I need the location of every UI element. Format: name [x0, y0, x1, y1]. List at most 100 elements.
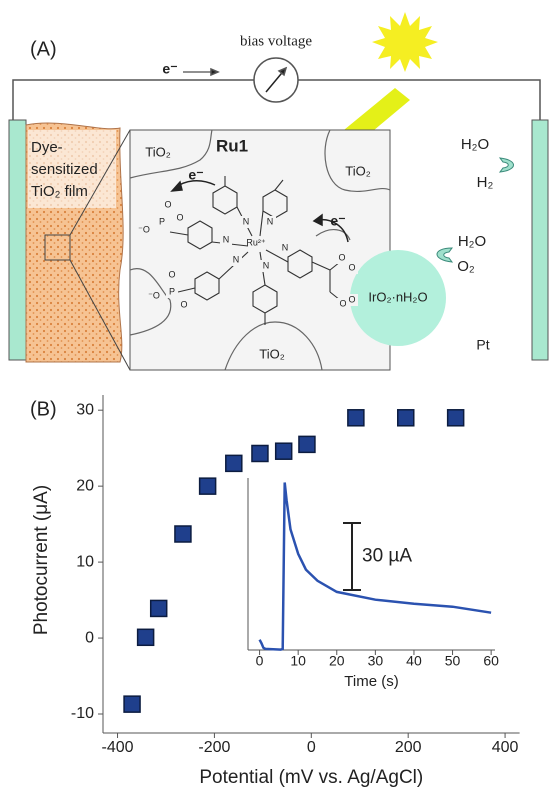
- catalyst-particle: [350, 250, 446, 346]
- atom-bg: [174, 212, 186, 224]
- electrode-label: Pt: [476, 337, 489, 353]
- atom-bg: [336, 252, 348, 264]
- data-point: [298, 435, 316, 454]
- x-tick-label: 50: [445, 653, 461, 669]
- electron-label: e⁻: [330, 213, 345, 229]
- x-tick-label: 10: [290, 653, 306, 669]
- atom-bg: [166, 269, 178, 281]
- reaction-label: H₂: [477, 174, 494, 191]
- x-tick-label: -200: [198, 739, 230, 756]
- atom-bg: [138, 224, 150, 236]
- x-tick-label: -400: [102, 739, 134, 756]
- meter-label: bias voltage: [240, 33, 312, 49]
- atom-bg: [230, 254, 242, 266]
- x-tick-label: 0: [256, 653, 264, 669]
- atom-bg: [346, 294, 358, 306]
- zoom-box: [44, 234, 71, 261]
- zoom-line: [69, 259, 131, 371]
- atom-label: Ru²⁺: [246, 237, 266, 247]
- atom-bg: [264, 216, 276, 228]
- y-tick-label: 10: [76, 553, 94, 570]
- atom-label: N: [233, 254, 240, 264]
- data-point: [149, 599, 168, 618]
- atom-label: O: [176, 212, 183, 222]
- atom-label: O: [164, 199, 171, 209]
- data-point: [198, 477, 217, 495]
- zoom-line: [69, 129, 131, 236]
- atom-label: N: [267, 216, 274, 226]
- oxide-label: TiO₂: [145, 144, 171, 159]
- film-label-bg: [28, 130, 116, 208]
- data-point: [274, 442, 293, 460]
- electron-label: e⁻: [188, 167, 203, 183]
- atom-bg: [156, 216, 168, 228]
- x-tick-label: 60: [483, 653, 499, 669]
- atom-label: O: [348, 294, 355, 304]
- atom-bg: [250, 237, 262, 249]
- anode-electrode: [8, 119, 27, 361]
- film-label: Dye-: [31, 139, 63, 156]
- x-tick-label: 40: [406, 653, 422, 669]
- y-tick-label: 20: [76, 477, 94, 494]
- atom-label: P: [169, 286, 175, 296]
- atom-bg: [178, 299, 190, 311]
- data-point: [174, 525, 192, 543]
- x-tick-label: 200: [395, 739, 422, 756]
- reaction-label: O₂: [457, 258, 475, 275]
- atom-label: O: [168, 269, 175, 279]
- reaction-label: H₂O: [458, 233, 486, 250]
- atom-bg: [260, 260, 272, 272]
- y-tick-label: -10: [71, 705, 94, 722]
- circuit: [12, 57, 541, 120]
- y-tick-label: 0: [85, 629, 94, 646]
- atom-label: N: [243, 216, 250, 226]
- atom-label: O: [180, 299, 187, 309]
- atom-label: N: [263, 260, 270, 270]
- reaction-arrows: [436, 157, 514, 263]
- film-label: sensitized: [31, 161, 98, 178]
- atom-label: N: [282, 242, 289, 252]
- oxide-label: TiO₂: [259, 346, 285, 361]
- atom-bg: [279, 242, 291, 254]
- data-point: [446, 409, 465, 427]
- electron-arrows: [170, 180, 349, 243]
- y-axis-label: Photocurrent (μA): [31, 485, 52, 635]
- x-axis-label: Time (s): [344, 673, 398, 690]
- data-point: [347, 409, 365, 427]
- scale-bar-label: 30 µA: [362, 546, 412, 567]
- dye-name: Ru1: [216, 136, 248, 155]
- x-tick-label: 30: [368, 653, 384, 669]
- atom-bg: [220, 234, 232, 246]
- atom-label: P: [159, 216, 165, 226]
- data-point: [251, 444, 269, 463]
- cathode-electrode: [531, 119, 549, 361]
- x-tick-label: 20: [329, 653, 345, 669]
- atom-label: N: [223, 234, 230, 244]
- x-tick-label: 400: [492, 739, 519, 756]
- atom-bg: [240, 216, 252, 228]
- data-point: [397, 409, 415, 427]
- atom-label: O: [338, 252, 345, 262]
- data-line: [258, 482, 492, 651]
- data-point: [225, 454, 243, 473]
- atom-bg: [166, 286, 178, 298]
- atom-bg: [148, 290, 160, 302]
- panel-label: (B): [30, 398, 57, 420]
- atom-label: ⁻O: [148, 290, 160, 300]
- atom-bg: [346, 262, 358, 274]
- panel-label: (A): [30, 38, 57, 60]
- oxide-label: TiO₂: [345, 163, 371, 178]
- film-label: TiO₂ film: [31, 183, 88, 200]
- atom-bg: [162, 199, 174, 211]
- grain-boundaries: [129, 129, 391, 371]
- electron-label: e⁻: [162, 61, 177, 77]
- x-axis-label: Potential (mV vs. Ag/AgCl): [199, 767, 423, 788]
- atom-label: ⁻O: [138, 224, 150, 234]
- inset-background: [248, 470, 508, 652]
- catalyst-label: IrO₂·nH₂O: [368, 289, 427, 304]
- atom-label: O: [348, 262, 355, 272]
- atom-label: O: [339, 298, 346, 308]
- reaction-label: H₂O: [461, 136, 489, 153]
- data-point: [136, 628, 155, 647]
